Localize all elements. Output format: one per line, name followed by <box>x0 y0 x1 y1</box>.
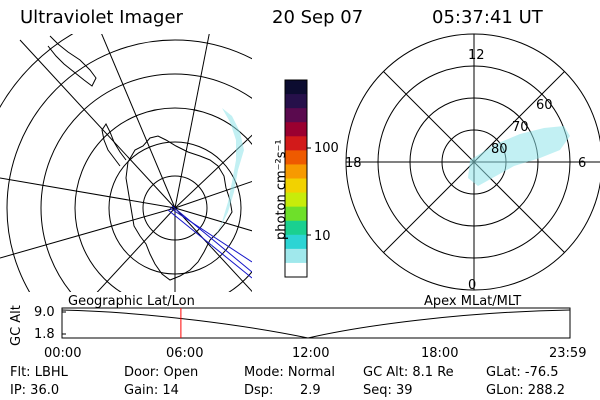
south-america-tip <box>47 35 97 87</box>
geographic-panel-label: Geographic Lat/Lon <box>68 294 195 309</box>
colorbar <box>284 79 311 278</box>
ip-info: IP: 36.0 <box>10 383 60 398</box>
altitude-tick-max: 9.0 <box>34 305 55 320</box>
colorbar-segment <box>285 150 307 166</box>
colorbar-unit-label: photon cm⁻²s⁻¹ <box>274 139 289 240</box>
door-info: Door: Open <box>124 365 199 380</box>
dsp-value: 2.9 <box>300 383 321 398</box>
time-tick-1200: 12:00 <box>292 346 330 361</box>
time-tick-2359: 23:59 <box>549 346 587 361</box>
colorbar-segment <box>285 178 307 194</box>
mode-info: Mode: Normal <box>244 365 335 380</box>
glon-info: GLon: 288.2 <box>486 383 566 398</box>
instrument-title: Ultraviolet Imager <box>20 7 183 28</box>
geographic-map <box>0 34 252 292</box>
time-tick-0600: 06:00 <box>166 346 204 361</box>
antarctica-coastline <box>125 135 233 281</box>
colorbar-segment <box>285 248 307 264</box>
colorbar-tick-100: 100 <box>314 141 339 156</box>
seq-info: Seq: 39 <box>363 383 413 398</box>
filter-info: Flt: LBHL <box>10 365 68 380</box>
antarctic-peninsula <box>101 123 127 167</box>
altitude-axis-label: GC Alt <box>9 305 24 346</box>
colorbar-segment <box>285 94 307 109</box>
colorbar-tick-10: 10 <box>314 229 331 244</box>
colorbar-segment <box>285 80 307 95</box>
colorbar-segment <box>285 234 307 250</box>
colorbar-segment <box>285 206 307 222</box>
colorbar-segment <box>285 220 307 236</box>
colorbar-segment <box>285 262 307 278</box>
mlt-label-12: 12 <box>468 48 485 63</box>
geo-aurora-emission <box>208 108 244 256</box>
gain-info: Gain: 14 <box>124 383 179 398</box>
observation-time: 05:37:41 UT <box>432 7 543 28</box>
colorbar-segment <box>285 136 307 151</box>
altitude-curve <box>61 309 571 339</box>
mlt-label-18: 18 <box>345 156 362 171</box>
colorbar-segment <box>285 108 307 123</box>
mlat-label-60: 60 <box>536 98 553 113</box>
gc-alt-info: GC Alt: 8.1 Re <box>363 365 454 380</box>
mlat-label-70: 70 <box>512 120 529 135</box>
mlt-label-0: 0 <box>468 278 477 293</box>
mlat-label-80: 80 <box>491 142 508 157</box>
time-tick-1800: 18:00 <box>421 346 459 361</box>
altitude-tick-min: 1.8 <box>34 327 55 342</box>
altitude-plot <box>61 307 571 339</box>
apex-panel-label: Apex MLat/MLT <box>424 294 522 309</box>
colorbar-segment <box>285 122 307 137</box>
observation-date: 20 Sep 07 <box>272 7 364 28</box>
time-tick-0000: 00:00 <box>44 346 82 361</box>
glat-info: GLat: -76.5 <box>486 365 559 380</box>
dsp-info: Dsp: <box>244 383 274 398</box>
colorbar-segment <box>285 192 307 208</box>
mlt-label-6: 6 <box>578 156 587 171</box>
mag-aurora-emission <box>468 126 570 186</box>
colorbar-segment <box>285 164 307 180</box>
